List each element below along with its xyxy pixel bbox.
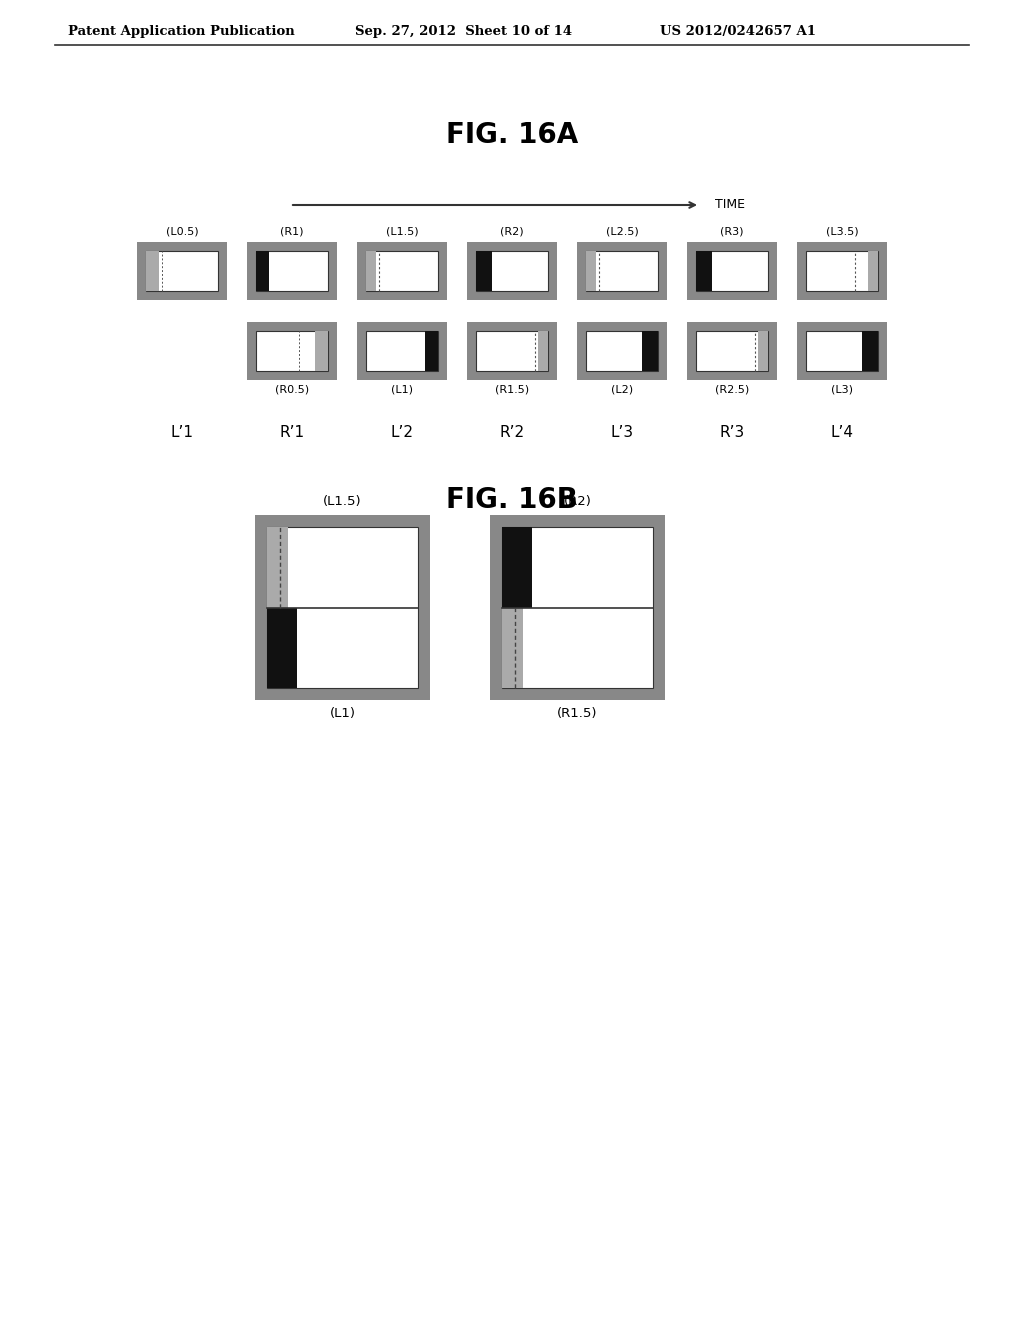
Bar [806, 251, 878, 290]
Bar [146, 251, 218, 290]
Text: (L3.5): (L3.5) [825, 227, 858, 238]
Text: TIME: TIME [715, 198, 745, 211]
Text: R’3: R’3 [720, 425, 744, 440]
Text: L’2: L’2 [390, 425, 414, 440]
Text: L’1: L’1 [171, 425, 194, 440]
Text: FIG. 16A: FIG. 16A [445, 121, 579, 149]
Bar [467, 322, 557, 380]
Text: (L1): (L1) [330, 708, 355, 719]
Text: (R2): (R2) [563, 495, 592, 508]
Bar [476, 251, 492, 290]
Text: R’1: R’1 [280, 425, 304, 440]
Bar [467, 242, 557, 300]
Bar [255, 515, 430, 700]
Bar [806, 331, 878, 371]
Bar [797, 242, 887, 300]
Bar [797, 322, 887, 380]
Bar [366, 251, 376, 290]
Bar [490, 515, 665, 700]
Bar [357, 322, 447, 380]
Bar [502, 527, 532, 607]
Bar [687, 242, 777, 300]
Bar [577, 242, 667, 300]
Text: US 2012/0242657 A1: US 2012/0242657 A1 [660, 25, 816, 38]
Bar [146, 251, 159, 290]
Bar [868, 251, 878, 290]
Text: (R0.5): (R0.5) [274, 385, 309, 395]
Text: (R2): (R2) [500, 227, 524, 238]
Bar [696, 251, 768, 290]
Text: (L1): (L1) [391, 385, 413, 395]
Text: (R1.5): (R1.5) [557, 708, 598, 719]
Text: (R1.5): (R1.5) [495, 385, 529, 395]
Bar [862, 331, 878, 371]
Text: (R2.5): (R2.5) [715, 385, 750, 395]
Bar [315, 331, 328, 371]
Bar [267, 527, 289, 607]
Bar [425, 331, 438, 371]
Bar [267, 607, 297, 688]
Bar [577, 322, 667, 380]
Text: (L2.5): (L2.5) [605, 227, 638, 238]
Text: (L2): (L2) [611, 385, 633, 395]
Bar [586, 331, 658, 371]
Bar [642, 331, 658, 371]
Text: (L1.5): (L1.5) [386, 227, 419, 238]
Text: R’2: R’2 [500, 425, 524, 440]
Bar [538, 331, 548, 371]
Bar [247, 322, 337, 380]
Bar [256, 251, 269, 290]
Text: L’3: L’3 [610, 425, 634, 440]
Text: Patent Application Publication: Patent Application Publication [68, 25, 295, 38]
Bar [366, 331, 438, 371]
Bar [586, 251, 658, 290]
Text: (L0.5): (L0.5) [166, 227, 199, 238]
Bar [502, 527, 652, 688]
Bar [687, 322, 777, 380]
Bar [696, 331, 768, 371]
Bar [256, 331, 328, 371]
Text: Sep. 27, 2012  Sheet 10 of 14: Sep. 27, 2012 Sheet 10 of 14 [355, 25, 572, 38]
Bar [586, 251, 596, 290]
Text: L’4: L’4 [830, 425, 853, 440]
Bar [366, 251, 438, 290]
Bar [357, 242, 447, 300]
Bar [267, 527, 418, 688]
Bar [502, 607, 523, 688]
Bar [247, 242, 337, 300]
Bar [476, 251, 548, 290]
Bar [696, 251, 712, 290]
Bar [256, 251, 328, 290]
Text: (L3): (L3) [831, 385, 853, 395]
Text: FIG. 16B: FIG. 16B [446, 486, 578, 513]
Bar [476, 331, 548, 371]
Text: (L1.5): (L1.5) [324, 495, 361, 508]
Text: (R3): (R3) [720, 227, 743, 238]
Bar [137, 242, 227, 300]
Bar [758, 331, 768, 371]
Text: (R1): (R1) [281, 227, 304, 238]
